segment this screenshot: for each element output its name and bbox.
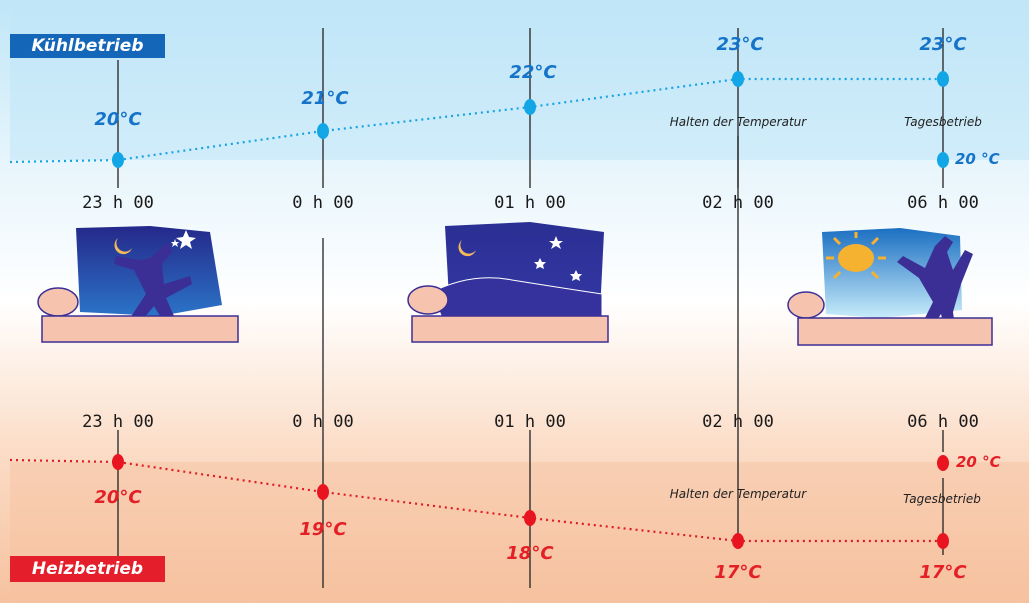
moon-icon	[114, 238, 132, 255]
heating-points	[112, 454, 949, 549]
star-icon	[534, 258, 546, 269]
pillow	[37, 287, 79, 317]
waking-figure	[897, 236, 973, 342]
scene-bedtime	[37, 226, 239, 343]
heating-temp: 20°C	[94, 487, 142, 508]
cooling-band	[10, 10, 1029, 160]
scene-morning	[787, 228, 993, 346]
cooling-temp: 22°C	[509, 62, 557, 83]
time-label: 01 h 00	[494, 412, 566, 432]
star-icon	[570, 270, 582, 281]
sleeper-figure	[114, 242, 192, 336]
cooling-temp: 23°C	[716, 34, 764, 55]
star-icon	[549, 236, 563, 249]
cooling-curve	[9, 77, 943, 164]
heating-day-temp: 20 °C	[956, 453, 1001, 471]
heating-temp: 17°C	[714, 562, 762, 583]
cooling-points	[112, 71, 949, 168]
heating-temp: 17°C	[919, 562, 967, 583]
sleeper-figure	[431, 277, 603, 319]
pillow	[407, 285, 449, 315]
scene-sleeping	[407, 222, 609, 343]
time-label: 06 h 00	[907, 412, 979, 432]
time-label: 06 h 00	[907, 193, 979, 213]
heating-mode-label: Heizbetrieb	[10, 556, 165, 582]
heating-band	[10, 462, 1029, 603]
sun-rays	[826, 232, 886, 280]
time-label: 0 h 00	[292, 193, 354, 213]
bed	[41, 315, 239, 343]
cooling-temp: 21°C	[301, 88, 349, 109]
time-label: 02 h 00	[702, 412, 774, 432]
bed	[797, 317, 993, 346]
bed	[411, 315, 609, 343]
heating-day-note: Tagesbetrieb	[903, 492, 981, 506]
time-label: 23 h 00	[82, 193, 154, 213]
time-label: 0 h 00	[292, 412, 354, 432]
heating-hold-note: Halten der Temperatur	[669, 487, 807, 501]
time-label: 23 h 00	[82, 412, 154, 432]
time-label: 01 h 00	[494, 193, 566, 213]
cooling-temp: 20°C	[94, 109, 142, 130]
moon-icon	[458, 240, 476, 257]
heating-temp: 19°C	[299, 519, 347, 540]
time-label: 02 h 00	[702, 193, 774, 213]
star-icon	[171, 239, 179, 247]
cooling-day-temp: 20 °C	[955, 150, 1000, 168]
cooling-temp: 23°C	[919, 34, 967, 55]
heating-curve	[9, 458, 943, 543]
heating-temp: 18°C	[506, 543, 554, 564]
sun-icon	[838, 244, 874, 272]
pillow	[787, 291, 825, 319]
star-icon	[176, 230, 196, 249]
cooling-hold-note: Halten der Temperatur	[669, 115, 807, 129]
cooling-mode-label: Kühlbetrieb	[10, 34, 165, 58]
cooling-day-note: Tagesbetrieb	[904, 115, 982, 129]
time-lines-lower	[117, 136, 944, 588]
